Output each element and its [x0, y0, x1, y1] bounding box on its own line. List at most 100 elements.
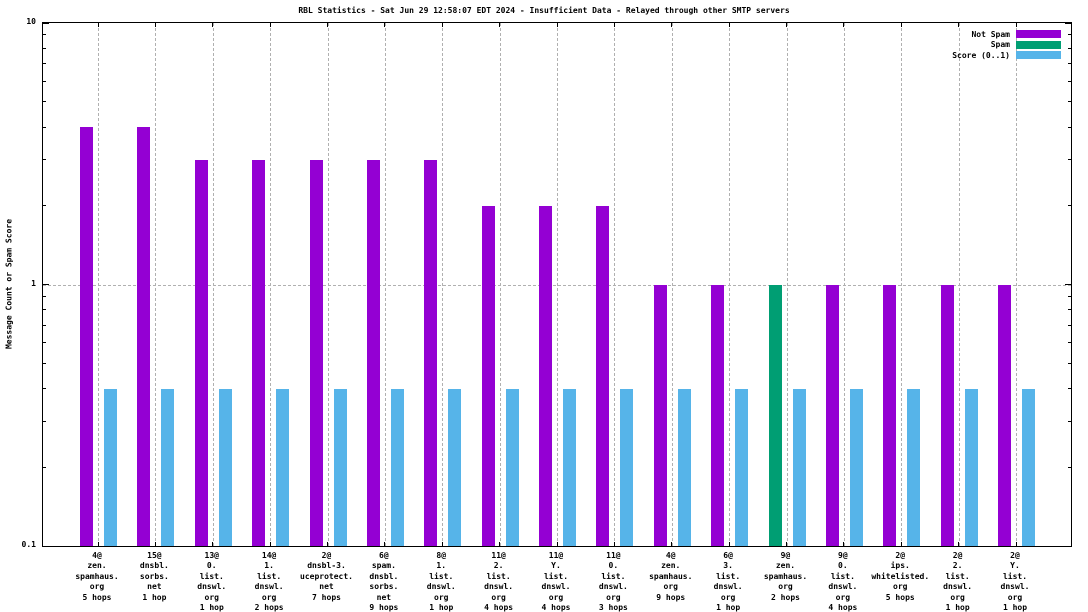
bar-score — [792, 388, 806, 546]
y-minor-tick-right — [1068, 101, 1071, 103]
legend-swatch-not-spam — [1016, 30, 1061, 39]
x-gridline — [958, 23, 960, 546]
x-tick-label: 2@ 2. list. dnswl. org 1 hop — [943, 551, 973, 612]
x-tick-top — [154, 23, 156, 27]
x-tick-top — [441, 23, 443, 27]
bar-not-spam — [825, 284, 839, 546]
x-tick-label: 9@ 0. list. dnswl. org 4 hops — [828, 551, 858, 612]
x-tick-label: 2@ dnsbl-3. uceprotect. net 7 hops — [300, 551, 353, 602]
x-gridline — [270, 23, 272, 546]
x-tick-label: 13@ 0. list. dnswl. org 1 hop — [197, 551, 227, 612]
x-gridline — [1016, 23, 1017, 546]
bar-not-spam — [940, 284, 954, 546]
x-tick-bottom — [154, 542, 156, 546]
legend-entry-not-spam: Not Spam — [952, 29, 1061, 40]
x-tick-bottom — [786, 542, 787, 546]
y-minor-tick-left — [43, 342, 46, 343]
x-gridline — [212, 23, 214, 546]
y-minor-tick-right — [1068, 63, 1071, 64]
x-gridline — [901, 23, 903, 546]
bar-not-spam — [998, 284, 1011, 546]
x-tick-top — [556, 23, 558, 27]
x-tick-bottom — [900, 542, 902, 546]
x-tick-label: 6@ spam. dnsbl. sorbs. net 9 hops — [369, 551, 399, 612]
y-minor-tick-right — [1068, 205, 1071, 207]
y-minor-tick-right — [1068, 466, 1071, 468]
x-tick-label: 2@ ips. whitelisted. org 5 hops — [871, 551, 930, 602]
x-tick-label: 9@ zen. spamhaus. org 2 hops — [763, 551, 808, 602]
bar-score — [104, 388, 117, 546]
bar-score — [276, 388, 290, 546]
x-tick-top — [384, 23, 386, 27]
y-minor-tick-left — [43, 205, 46, 207]
x-tick-label: 4@ zen. spamhaus. org 5 hops — [75, 551, 119, 602]
x-tick-label: 15@ dnsbl. sorbs. net 1 hop — [139, 551, 169, 602]
x-tick-label: 8@ 1. list. dnswl. org 1 hop — [426, 551, 456, 612]
x-tick-bottom — [327, 542, 328, 546]
bar-score — [1022, 388, 1035, 546]
y-minor-tick-right — [1068, 295, 1071, 297]
y-minor-tick-right — [1068, 34, 1071, 36]
x-tick-bottom — [671, 542, 673, 546]
bar-score — [505, 388, 519, 546]
x-gridline — [442, 23, 444, 546]
bar-score — [161, 388, 175, 546]
y-minor-tick-right — [1068, 80, 1071, 82]
bar-score — [620, 388, 634, 546]
bar-not-spam — [252, 159, 266, 546]
y-minor-tick-right — [1068, 388, 1071, 390]
x-gridline — [327, 23, 329, 546]
x-tick-bottom — [441, 542, 443, 546]
y-minor-tick-right — [1068, 47, 1071, 49]
bar-not-spam — [80, 127, 93, 546]
y-major-tick-right — [1065, 545, 1071, 547]
x-gridline — [614, 23, 616, 546]
x-gridline — [98, 23, 99, 546]
x-tick-bottom — [212, 542, 214, 546]
y-minor-tick-right — [1068, 420, 1071, 422]
bar-score — [677, 388, 691, 546]
x-tick-bottom — [1015, 542, 1017, 546]
y-minor-tick-left — [43, 420, 46, 422]
x-tick-top — [900, 23, 902, 27]
y-minor-tick-right — [1068, 159, 1071, 161]
x-gridline — [499, 23, 501, 546]
bar-spam — [768, 284, 782, 546]
y-minor-tick-right — [1068, 309, 1071, 311]
x-tick-top — [327, 23, 328, 27]
bar-score — [333, 388, 347, 546]
x-gridline — [729, 23, 731, 546]
x-tick-label: 11@ 0. list. dnswl. org 3 hops — [598, 551, 628, 612]
x-tick-label: 4@ zen. spamhaus. org 9 hops — [649, 551, 693, 602]
y-minor-tick-left — [43, 47, 46, 49]
y-minor-tick-left — [43, 362, 46, 364]
x-tick-top — [97, 23, 99, 27]
x-tick-top — [269, 23, 271, 27]
bar-not-spam — [137, 127, 151, 546]
bar-not-spam — [194, 159, 208, 546]
y-minor-tick-left — [43, 159, 46, 161]
x-tick-top — [786, 23, 787, 27]
plot-area — [42, 22, 1072, 547]
legend: Not Spam Spam Score (0..1) — [952, 29, 1061, 61]
x-gridline — [843, 23, 845, 546]
x-tick-top — [843, 23, 845, 27]
legend-label-spam: Spam — [990, 40, 1010, 50]
bar-not-spam — [539, 205, 552, 546]
x-gridline — [557, 23, 558, 546]
bar-score — [448, 388, 462, 546]
x-gridline — [671, 23, 673, 546]
legend-swatch-score — [1016, 51, 1061, 60]
bar-score — [218, 388, 232, 546]
y-minor-tick-right — [1068, 126, 1071, 128]
bar-score — [964, 388, 978, 546]
x-tick-bottom — [269, 542, 271, 546]
bar-score — [563, 388, 576, 546]
bar-not-spam — [711, 284, 725, 546]
bar-not-spam — [366, 159, 380, 546]
y-minor-tick-left — [43, 324, 46, 326]
y-major-tick-left — [43, 284, 49, 285]
y-minor-tick-right — [1068, 362, 1071, 364]
x-tick-top — [728, 23, 730, 27]
